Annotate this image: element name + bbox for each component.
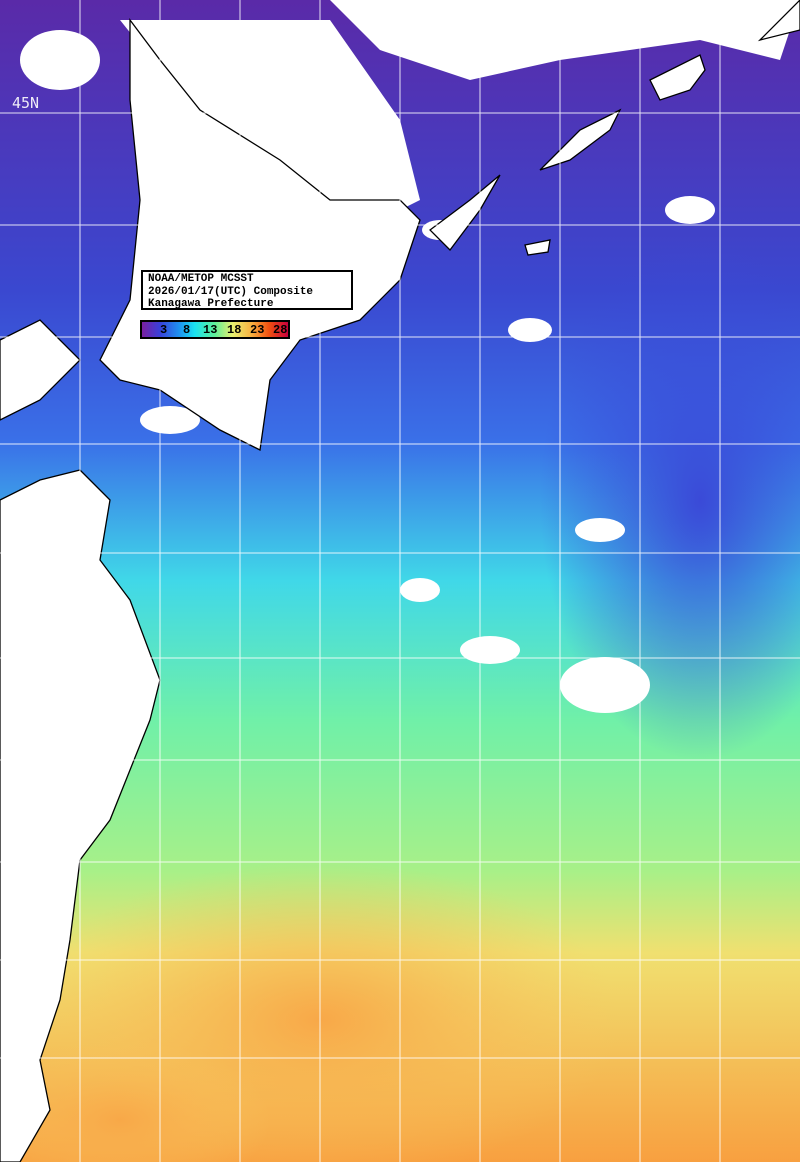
scale-tick: 23: [250, 323, 265, 337]
kamchatka-tip: [649, 54, 706, 101]
title-line-3: Kanagawa Prefecture: [148, 298, 274, 310]
scale-tick: 8: [183, 323, 191, 337]
island-small: [524, 239, 551, 256]
kuril-island-1: [429, 174, 501, 251]
temperature-color-scale: 3 8 13 18 23 28: [140, 320, 290, 339]
title-line-2: 2026/01/17(UTC) Composite: [148, 285, 314, 298]
latitude-label: 45N: [12, 94, 40, 112]
scale-tick: 28: [273, 323, 288, 337]
scale-tick: 13: [203, 323, 218, 337]
scale-tick: 18: [227, 323, 242, 337]
landmass-west: [0, 319, 81, 421]
scale-tick: 3: [160, 323, 168, 337]
title-line-1: NOAA/METOP MCSST: [148, 273, 254, 285]
cold-water-east: [540, 240, 800, 760]
hokkaido-sakhalin: [99, 18, 421, 451]
title-box: NOAA/METOP MCSST 2026/01/17(UTC) Composi…: [141, 270, 353, 310]
landmass-ne: [757, 0, 800, 42]
